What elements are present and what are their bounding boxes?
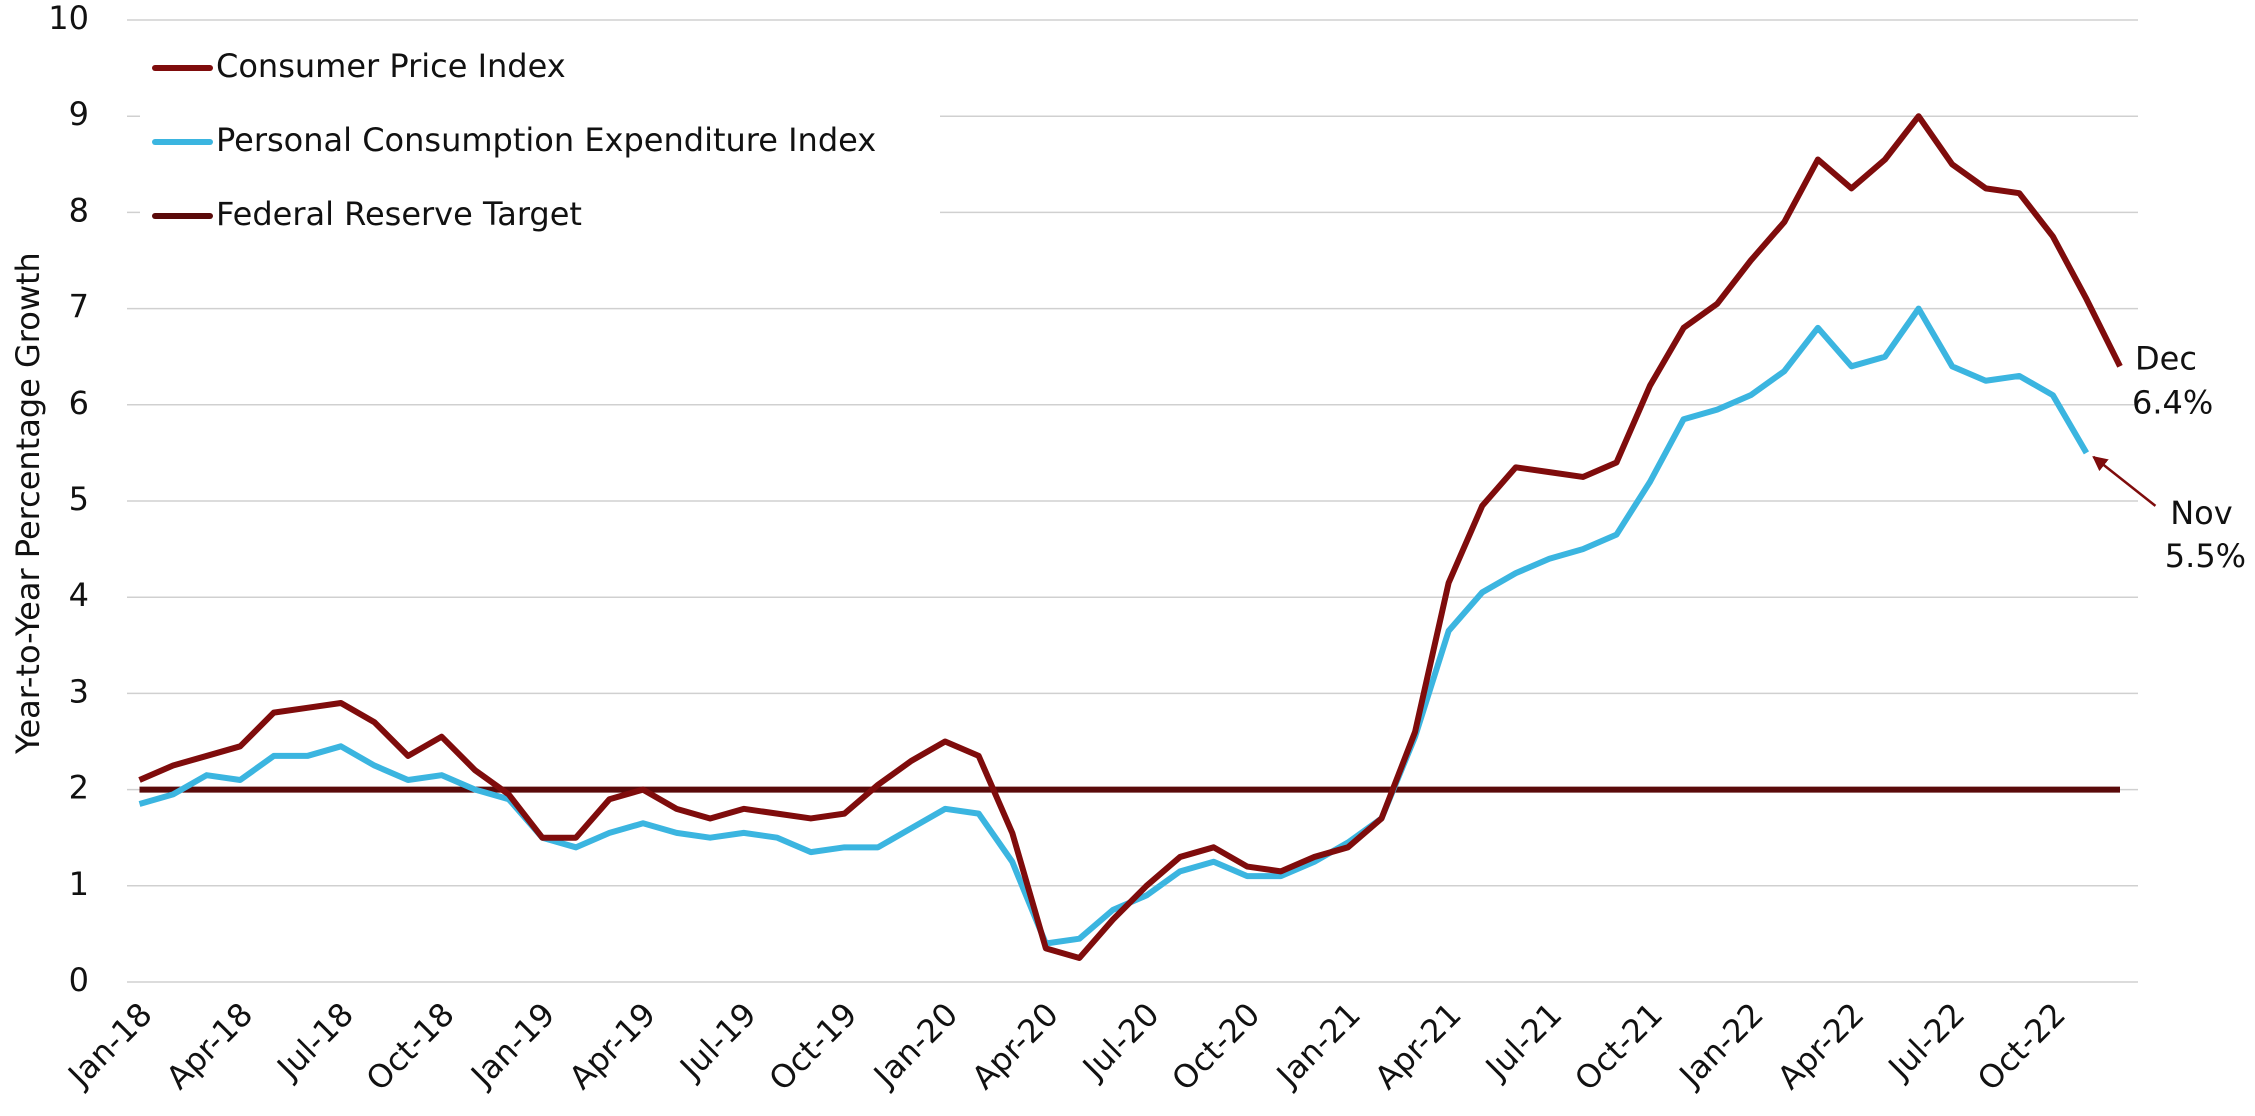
annotation: 5.5% <box>2165 537 2246 575</box>
y-tick-label: 8 <box>69 191 89 229</box>
x-tick-label: Jul-20 <box>1074 995 1167 1088</box>
series-line <box>138 305 2090 947</box>
annotation-arrow <box>2092 455 2157 507</box>
x-tick-label: Apr-22 <box>1770 995 1872 1097</box>
x-tick-label: Apr-21 <box>1367 995 1469 1097</box>
x-tick-label: Oct-22 <box>1970 995 2073 1098</box>
x-tick-label: Jul-21 <box>1477 995 1570 1088</box>
legend-label: Consumer Price Index <box>216 47 566 85</box>
y-tick-label: 5 <box>69 480 89 518</box>
x-tick-label: Oct-21 <box>1567 995 1670 1098</box>
y-tick-label: 9 <box>69 95 89 133</box>
y-tick-label: 4 <box>69 576 89 614</box>
x-tick-label: Jan-19 <box>462 995 562 1095</box>
x-tick-label: Jan-20 <box>865 995 965 1095</box>
y-tick-label: 3 <box>69 672 89 710</box>
x-tick-label: Jan-18 <box>59 995 159 1095</box>
x-tick-label: Oct-18 <box>359 995 462 1098</box>
x-tick-label: Jul-18 <box>268 995 361 1088</box>
x-tick-label: Oct-20 <box>1164 995 1267 1098</box>
annotation: 6.4% <box>2132 383 2213 421</box>
legend-background <box>140 32 940 254</box>
x-tick-label: Jan-21 <box>1268 995 1368 1095</box>
x-tick-label: Jul-22 <box>1880 995 1973 1088</box>
x-tick-label: Oct-19 <box>761 995 864 1098</box>
y-tick-label: 1 <box>69 865 89 903</box>
y-tick-label: 10 <box>48 0 89 37</box>
legend-label: Federal Reserve Target <box>216 195 582 233</box>
y-tick-label: 7 <box>69 288 89 326</box>
y-axis-label: Year-to-Year Percentage Growth <box>9 252 47 755</box>
y-tick-label: 0 <box>69 961 89 999</box>
annotation: Dec <box>2135 339 2197 377</box>
x-tick-label: Jul-19 <box>671 995 764 1088</box>
x-tick-label: Apr-20 <box>964 995 1066 1097</box>
y-tick-label: 2 <box>69 769 89 807</box>
legend-label: Personal Consumption Expenditure Index <box>216 121 876 159</box>
series-line <box>138 113 2123 961</box>
x-tick-label: Apr-19 <box>562 995 664 1097</box>
x-tick-label: Apr-18 <box>159 995 261 1097</box>
y-tick-label: 6 <box>69 384 89 422</box>
annotation: Nov <box>2170 494 2232 532</box>
x-tick-label: Jan-22 <box>1671 995 1771 1095</box>
